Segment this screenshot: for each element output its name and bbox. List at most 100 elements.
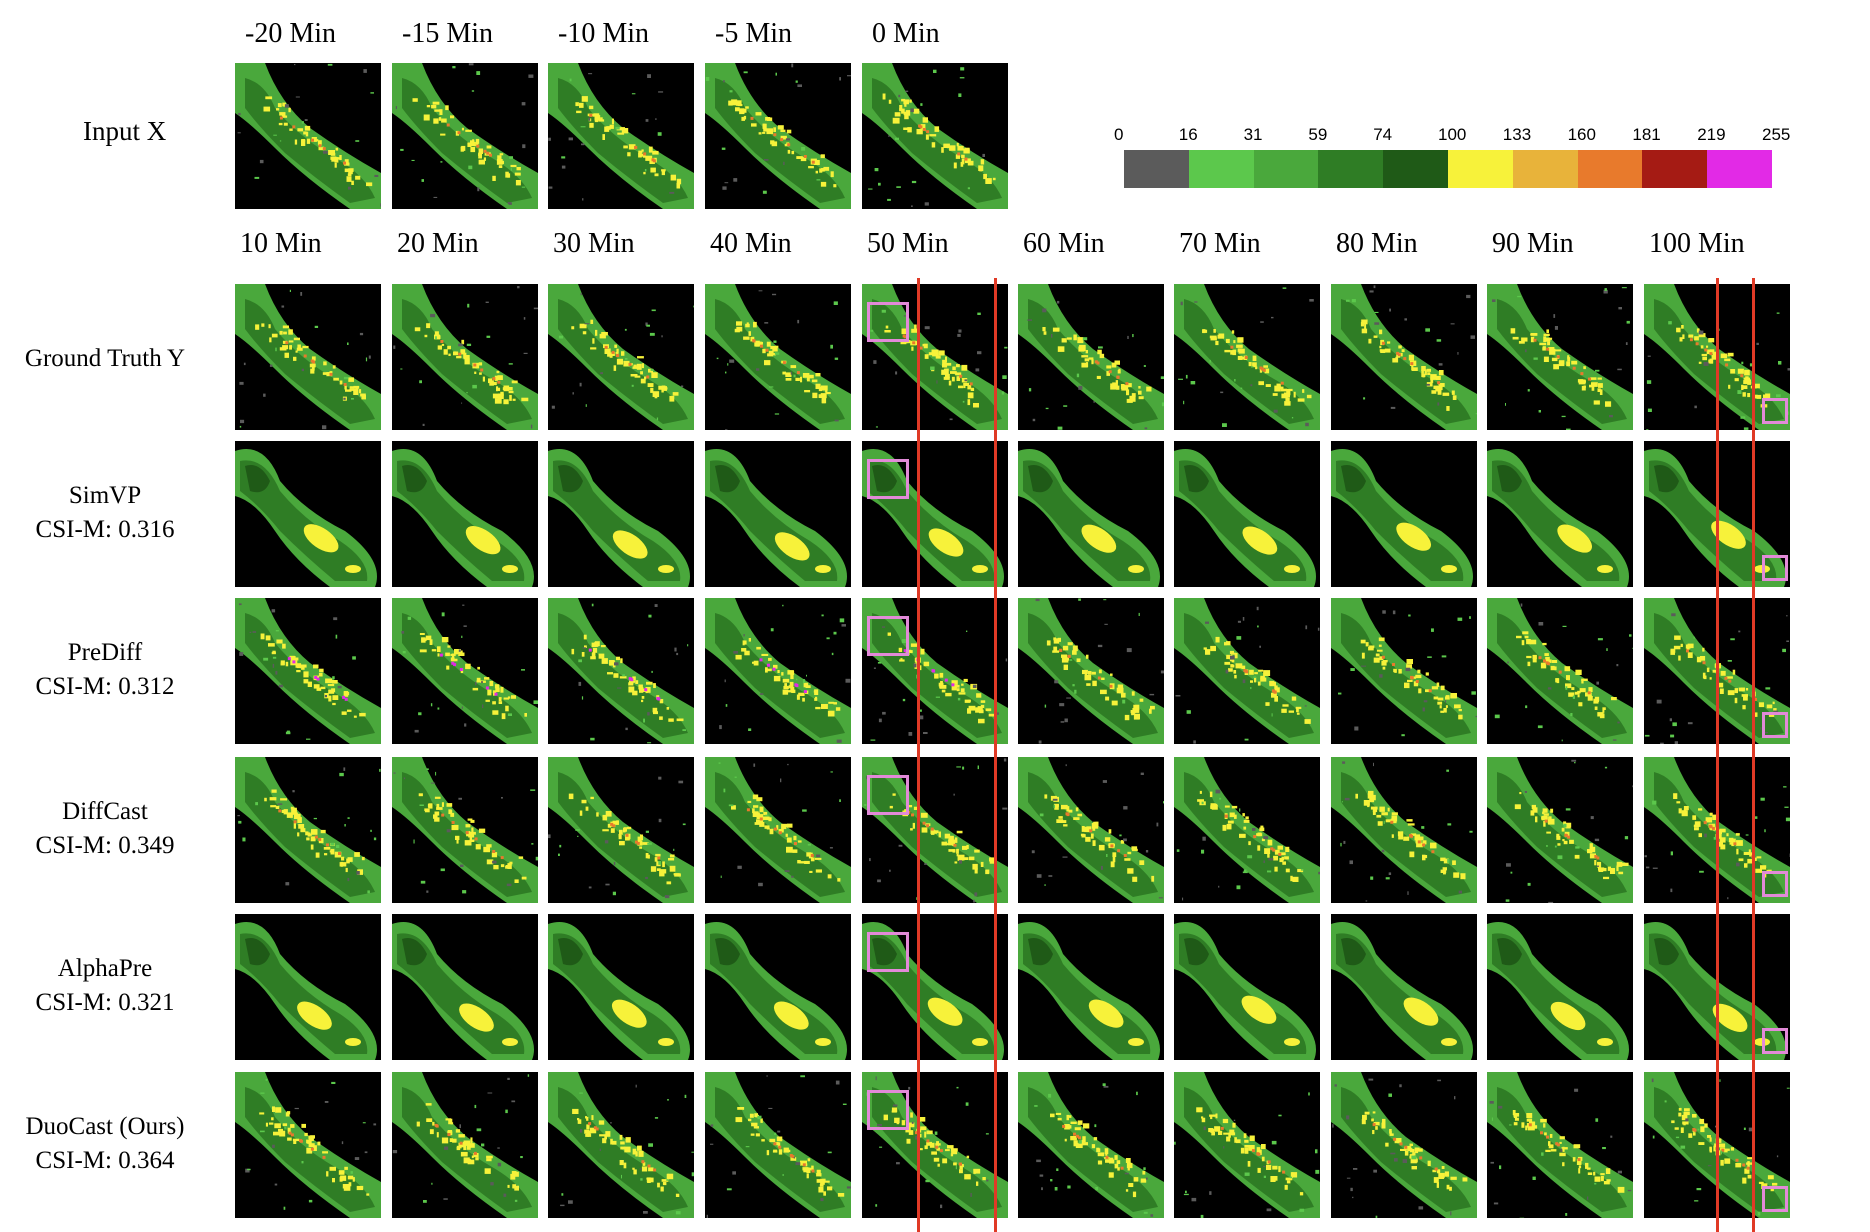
- colorbar-swatch: [1318, 150, 1384, 188]
- input-time-label: -10 Min: [558, 18, 649, 49]
- forecast-time-label: 90 Min: [1492, 228, 1574, 259]
- forecast-frame: [1018, 914, 1164, 1060]
- colorbar-tick-label: 133: [1502, 125, 1532, 144]
- forecast-time-label: 20 Min: [397, 228, 479, 259]
- forecast-frame: [862, 441, 1008, 587]
- forecast-frame: [235, 284, 381, 430]
- highlight-box: [1762, 1028, 1788, 1054]
- forecast-frame: [862, 1072, 1008, 1218]
- highlight-box: [1762, 712, 1788, 738]
- forecast-frame: [1331, 914, 1477, 1060]
- forecast-frame: [392, 441, 538, 587]
- forecast-frame: [392, 914, 538, 1060]
- forecast-frame: [1018, 757, 1164, 903]
- forecast-time-label: 80 Min: [1336, 228, 1418, 259]
- input-frame: [235, 63, 381, 209]
- reference-line: [917, 278, 920, 1232]
- forecast-frame: [1018, 598, 1164, 744]
- highlight-box: [1762, 555, 1788, 581]
- forecast-time-label: 30 Min: [553, 228, 635, 259]
- forecast-frame: [1331, 284, 1477, 430]
- forecast-frame: [1174, 441, 1320, 587]
- highlight-box: [1762, 398, 1788, 424]
- forecast-frame: [392, 598, 538, 744]
- forecast-frame: [705, 1072, 851, 1218]
- colorbar-swatch: [1707, 150, 1773, 188]
- colorbar-swatch: [1642, 150, 1708, 188]
- csi-score: CSI-M: 0.349: [35, 831, 175, 859]
- forecast-frame: [862, 914, 1008, 1060]
- forecast-frame: [392, 284, 538, 430]
- forecast-frame: [235, 598, 381, 744]
- forecast-frame: [705, 284, 851, 430]
- input-time-label: 0 Min: [872, 18, 940, 49]
- csi-score: CSI-M: 0.312: [35, 672, 175, 700]
- input-frame: [548, 63, 694, 209]
- model-name: AlphaPre: [57, 955, 153, 982]
- colorbar-tick-label: 16: [1178, 125, 1198, 144]
- colorbar-swatch: [1383, 150, 1449, 188]
- input-frame: [705, 63, 851, 209]
- forecast-time-label: 40 Min: [710, 228, 792, 259]
- reference-line: [994, 278, 997, 1232]
- highlight-box: [867, 459, 909, 499]
- forecast-frame: [548, 914, 694, 1060]
- row-label: DuoCast (Ours) CSI-M: 0.364: [0, 1110, 210, 1178]
- model-name: DiffCast: [62, 798, 148, 825]
- colorbar-tick-label: 160: [1567, 125, 1596, 144]
- row-label: Ground Truth Y: [0, 342, 210, 376]
- colorbar-tick-label: 74: [1373, 125, 1393, 144]
- highlight-box: [867, 1090, 909, 1130]
- highlight-box: [867, 302, 909, 342]
- model-name: Ground Truth Y: [24, 345, 186, 372]
- row-label: SimVP CSI-M: 0.316: [0, 479, 210, 547]
- colorbar-tick-label: 31: [1243, 125, 1263, 144]
- highlight-box: [867, 616, 909, 656]
- colorbar-swatch: [1188, 150, 1255, 188]
- model-name: DuoCast (Ours): [25, 1113, 185, 1140]
- colorbar-tick-label: 255: [1762, 125, 1791, 144]
- forecast-frame: [548, 284, 694, 430]
- input-time-label: -20 Min: [245, 18, 336, 49]
- csi-score: CSI-M: 0.364: [35, 1146, 175, 1174]
- forecast-time-label: 100 Min: [1649, 228, 1745, 259]
- colorbar-swatch: [1253, 150, 1319, 188]
- forecast-frame: [705, 441, 851, 587]
- forecast-frame: [1174, 598, 1320, 744]
- forecast-frame: [1487, 914, 1633, 1060]
- colorbar-swatch: [1124, 150, 1190, 188]
- forecast-frame: [548, 757, 694, 903]
- forecast-frame: [548, 1072, 694, 1218]
- reference-line: [1752, 278, 1755, 1232]
- input-time-label: -15 Min: [402, 18, 493, 49]
- input-time-label: -5 Min: [715, 18, 792, 49]
- input-row-label: Input X: [83, 116, 167, 146]
- forecast-frame: [1018, 1072, 1164, 1218]
- forecast-frame: [235, 757, 381, 903]
- forecast-frame: [548, 598, 694, 744]
- row-label: DiffCast CSI-M: 0.349: [0, 795, 210, 863]
- forecast-time-label: 10 Min: [240, 228, 322, 259]
- forecast-time-label: 70 Min: [1179, 228, 1261, 259]
- forecast-frame: [235, 1072, 381, 1218]
- forecast-frame: [705, 757, 851, 903]
- csi-score: CSI-M: 0.321: [35, 988, 175, 1016]
- forecast-frame: [862, 757, 1008, 903]
- forecast-frame: [862, 598, 1008, 744]
- forecast-frame: [1487, 1072, 1633, 1218]
- forecast-frame: [1487, 757, 1633, 903]
- colorbar-swatch: [1448, 150, 1514, 188]
- forecast-frame: [1331, 598, 1477, 744]
- colorbar-tick-label: 219: [1697, 125, 1726, 144]
- forecast-frame: [1331, 1072, 1477, 1218]
- colorbar-tick-label: 100: [1438, 125, 1467, 144]
- highlight-box: [1762, 1186, 1788, 1212]
- model-name: SimVP: [68, 482, 142, 509]
- row-label: PreDiff CSI-M: 0.312: [0, 636, 210, 704]
- forecast-frame: [392, 1072, 538, 1218]
- forecast-frame: [1331, 441, 1477, 587]
- forecast-frame: [1174, 284, 1320, 430]
- colorbar-tick-label: 0: [1114, 125, 1124, 144]
- forecast-frame: [1174, 914, 1320, 1060]
- forecast-frame: [1331, 757, 1477, 903]
